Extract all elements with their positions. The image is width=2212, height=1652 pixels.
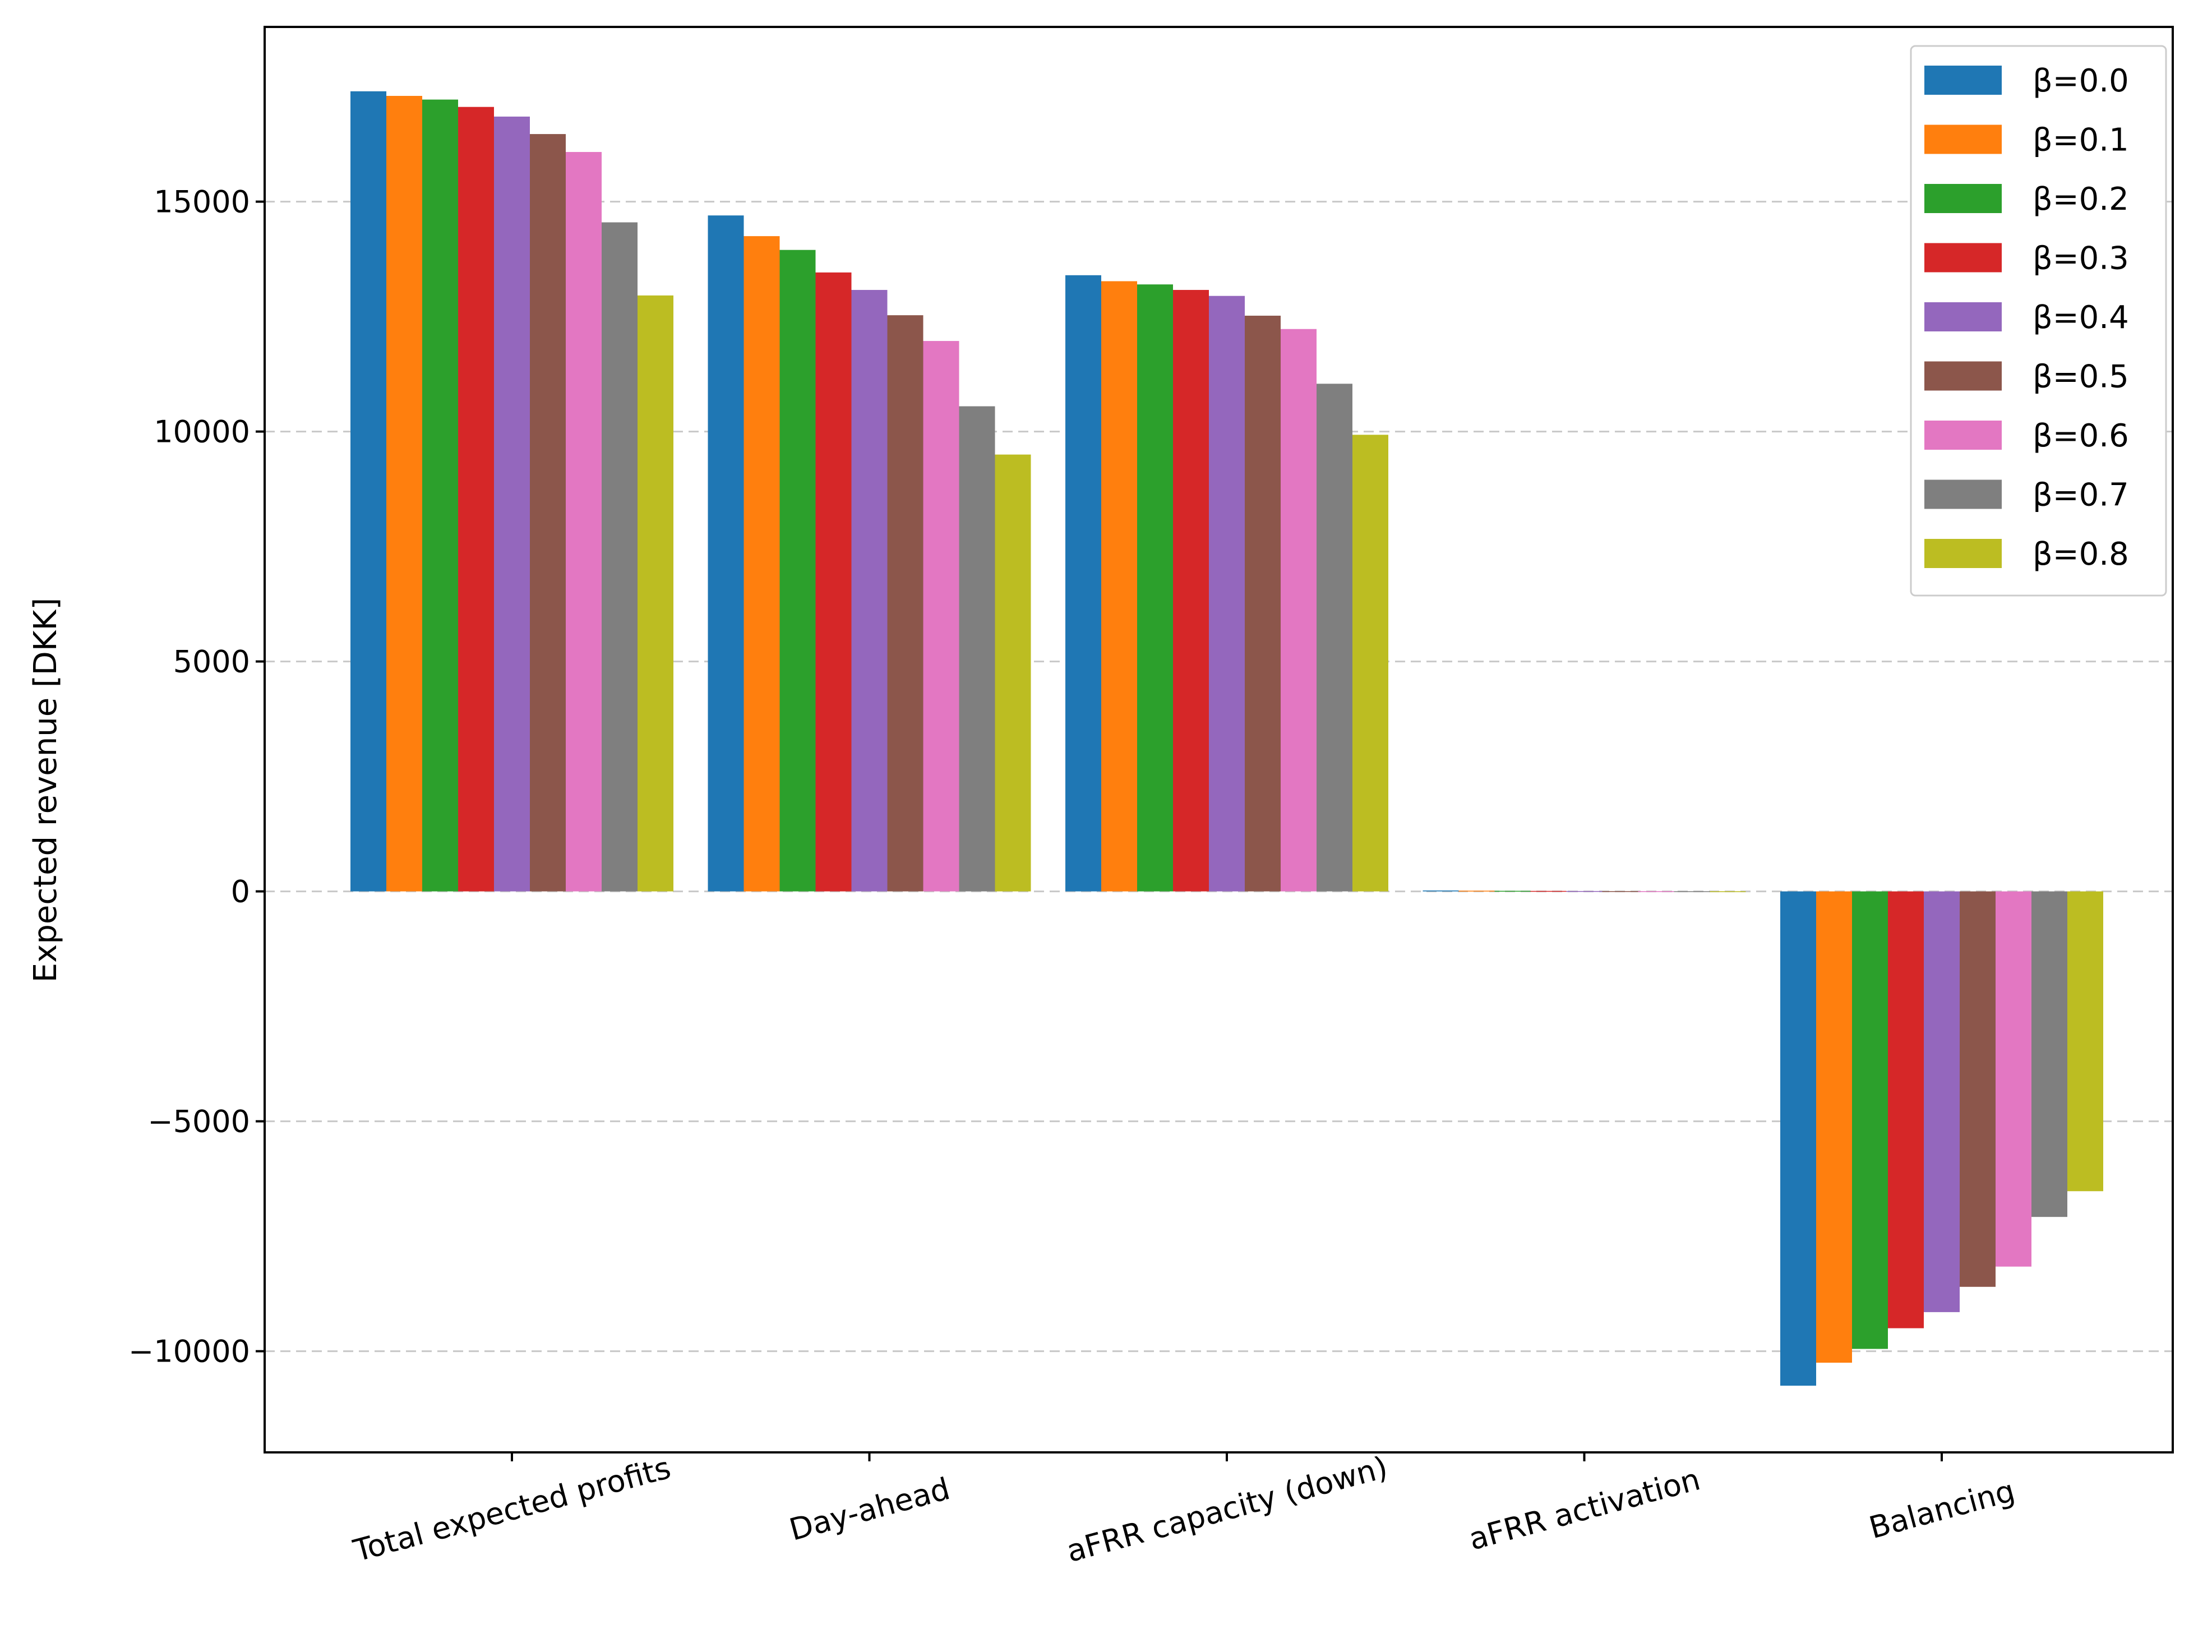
bar [1852, 891, 1888, 1349]
y-tick-label: 5000 [173, 644, 250, 680]
bar [744, 236, 780, 892]
bar [530, 134, 566, 892]
bar [959, 406, 995, 892]
y-tick-label: 15000 [154, 184, 250, 220]
bar [1780, 891, 1816, 1386]
bar [1458, 890, 1495, 892]
plot-frame [264, 26, 2174, 1453]
legend: β=0.0 β=0.1 β=0.2 β=0.3 β=0.4 β=0.5 β=0.6 β=0.7… [1910, 45, 2167, 597]
legend-label: β=0.3 [2033, 241, 2129, 277]
legend-swatch [1924, 184, 2002, 213]
legend-label: β=0.8 [2033, 536, 2129, 573]
bar [1317, 384, 1352, 892]
bar [815, 272, 852, 892]
bar [1423, 890, 1459, 892]
y-tick-label: −5000 [147, 1104, 250, 1139]
legend-swatch [1924, 66, 2002, 95]
bar [1888, 891, 1924, 1328]
legend-box [1910, 45, 2167, 597]
y-axis-label: Expected revenue [DKK] [27, 598, 64, 982]
bar [1352, 435, 1388, 892]
bar [1924, 891, 1960, 1312]
legend-swatch [1924, 124, 2002, 154]
legend-label: β=0.2 [2033, 181, 2129, 218]
bar [1710, 891, 1746, 892]
bar [1638, 891, 1674, 892]
bar [350, 91, 386, 892]
bar [1173, 290, 1209, 892]
bar [2067, 891, 2103, 1192]
bar [779, 250, 816, 892]
legend-label: β=0.5 [2033, 359, 2129, 395]
bar [602, 222, 638, 892]
bar [1065, 275, 1101, 892]
legend-swatch [1924, 479, 2002, 509]
bar [1101, 281, 1137, 892]
bar [1674, 891, 1710, 892]
legend-label: β=0.1 [2033, 122, 2129, 159]
y-tick-label: 0 [231, 874, 250, 910]
bar [458, 107, 494, 892]
y-tick-label: −10000 [128, 1334, 250, 1369]
bar [1566, 890, 1603, 892]
bar [887, 315, 923, 892]
bar [1137, 284, 1173, 892]
bars-layer [350, 91, 2103, 1386]
bar [1530, 890, 1567, 892]
legend-label: β=0.6 [2033, 418, 2129, 454]
legend-swatch [1924, 539, 2002, 568]
y-axis: −10000 −5000 0 5000 10000 15000 [128, 184, 265, 1369]
bar [1602, 891, 1638, 892]
bar [923, 341, 959, 892]
bar [2031, 891, 2067, 1217]
legend-label: β=0.4 [2033, 299, 2129, 336]
bar [1281, 329, 1317, 892]
bar [851, 290, 888, 892]
legend-label: β=0.0 [2033, 63, 2129, 99]
bar [566, 152, 602, 892]
legend-swatch [1924, 302, 2002, 331]
bar [386, 96, 422, 892]
bar [1996, 891, 2031, 1267]
legend-swatch [1924, 243, 2002, 273]
legend-swatch [1924, 421, 2002, 450]
bar [708, 215, 744, 892]
bar [1209, 296, 1245, 892]
bar [494, 116, 530, 892]
bar [638, 295, 673, 892]
bar [422, 99, 458, 892]
bar [1816, 891, 1852, 1363]
legend-label: β=0.7 [2033, 477, 2129, 514]
bar [1245, 315, 1281, 892]
bar [995, 454, 1031, 892]
bar [1960, 891, 1996, 1287]
bar [1494, 890, 1531, 892]
y-tick-label: 10000 [154, 414, 250, 450]
legend-swatch [1924, 361, 2002, 391]
